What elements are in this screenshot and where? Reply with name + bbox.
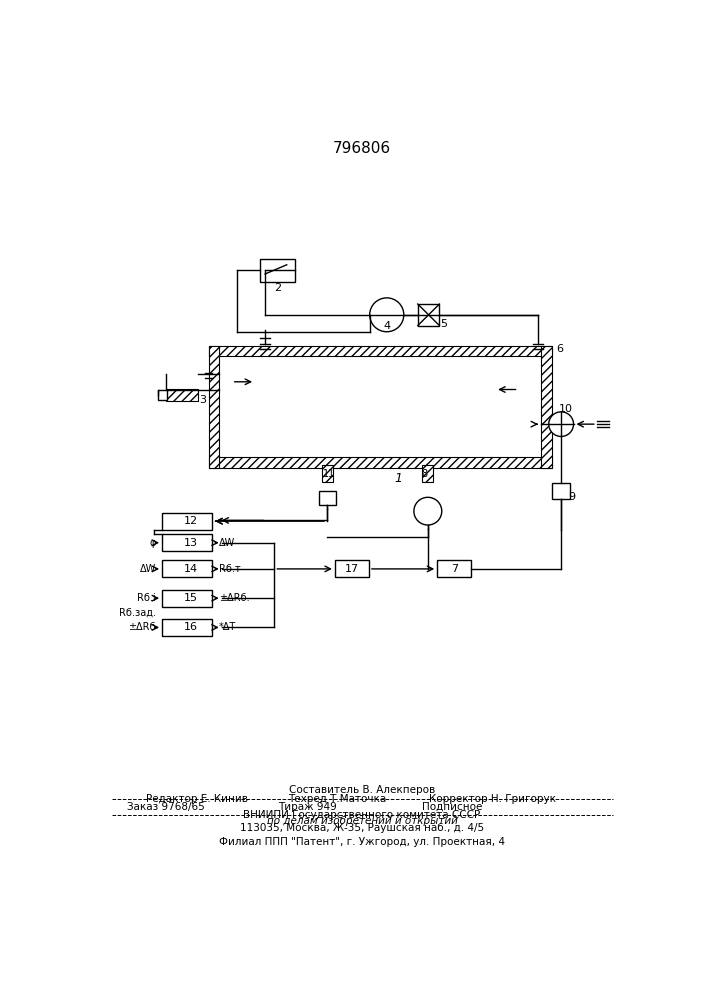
Text: 13: 13 (184, 538, 198, 548)
Text: Филиал ППП "Патент", г. Ужгород, ул. Проектная, 4: Филиал ППП "Патент", г. Ужгород, ул. Про… (219, 837, 505, 847)
Text: 10: 10 (559, 404, 573, 414)
Bar (158, 390, 168, 400)
Text: Подписное: Подписное (421, 802, 482, 812)
Text: ΔW: ΔW (139, 564, 156, 574)
Text: 9: 9 (568, 492, 575, 502)
Text: 15: 15 (184, 593, 198, 603)
Text: Rб.т: Rб.т (218, 564, 240, 574)
Bar (162, 619, 212, 636)
Bar (209, 346, 552, 356)
Text: *ΔТ: *ΔТ (218, 622, 236, 632)
Text: ±ΔRб: ±ΔRб (128, 622, 156, 632)
Bar (437, 560, 472, 577)
Bar (552, 483, 571, 499)
Text: 17: 17 (345, 564, 359, 574)
Text: 8: 8 (421, 469, 428, 479)
Bar (162, 560, 212, 577)
Circle shape (549, 412, 573, 436)
Text: 796806: 796806 (333, 141, 391, 156)
Text: Заказ 9768/65: Заказ 9768/65 (127, 802, 205, 812)
Text: ВНИИПИ Государственного комитета СССР: ВНИИПИ Государственного комитета СССР (243, 810, 481, 820)
Text: ΔW: ΔW (218, 538, 235, 548)
Circle shape (414, 497, 442, 525)
Text: 16: 16 (184, 622, 198, 632)
Text: ±ΔRб.: ±ΔRб. (218, 593, 249, 603)
Bar (162, 513, 212, 530)
Text: 2: 2 (274, 283, 281, 293)
Text: φ: φ (149, 538, 156, 548)
Text: 11: 11 (323, 469, 336, 479)
Bar (260, 259, 295, 282)
Text: по делам изобретений и открытий: по делам изобретений и открытий (267, 816, 457, 826)
Bar (422, 465, 433, 482)
Text: Техред Т.Маточка: Техред Т.Маточка (288, 794, 387, 804)
Text: Редактор Е. Кинив: Редактор Е. Кинив (146, 794, 248, 804)
Text: 5: 5 (440, 319, 448, 329)
Bar (166, 389, 199, 401)
Bar (418, 304, 440, 326)
Bar (162, 590, 212, 607)
Bar (541, 346, 552, 468)
Text: 1: 1 (395, 472, 402, 485)
Bar (322, 465, 332, 482)
Bar (335, 560, 369, 577)
Text: 4: 4 (383, 321, 390, 331)
Text: Корректор Н. Григорук: Корректор Н. Григорук (429, 794, 556, 804)
Text: 6: 6 (556, 344, 563, 354)
Text: 113035, Москва, Ж-35, Раушская наб., д. 4/5: 113035, Москва, Ж-35, Раушская наб., д. … (240, 823, 484, 833)
Text: Rб.i: Rб.i (137, 593, 156, 603)
Text: Тираж 949: Тираж 949 (279, 802, 337, 812)
Text: 12: 12 (184, 516, 198, 526)
Bar (162, 534, 212, 551)
Bar (319, 491, 336, 505)
Bar (209, 457, 552, 468)
Circle shape (370, 298, 404, 332)
Text: 3: 3 (199, 395, 206, 405)
Bar (209, 346, 219, 468)
Text: Составитель В. Алекперов: Составитель В. Алекперов (289, 785, 435, 795)
Text: Rб.зад.: Rб.зад. (119, 608, 156, 618)
Text: 7: 7 (450, 564, 457, 574)
Text: 14: 14 (184, 564, 198, 574)
